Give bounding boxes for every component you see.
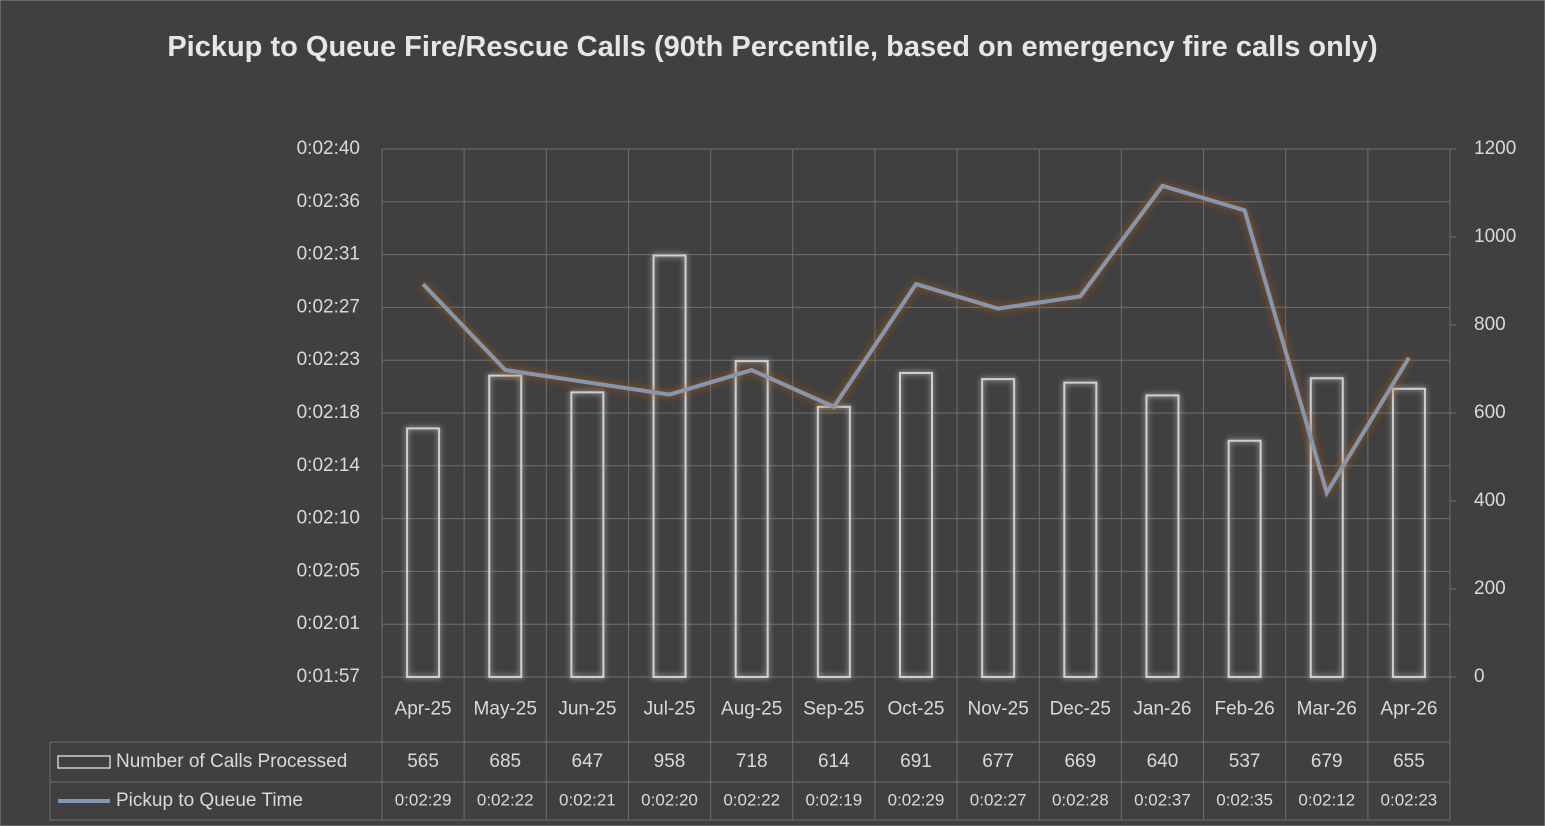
- table-value: 0:02:27: [970, 790, 1027, 809]
- bar: [899, 371, 933, 678]
- y-tick-label: 0:02:36: [297, 191, 360, 212]
- y2-tick-label: 200: [1474, 578, 1506, 599]
- table-value: 679: [1311, 751, 1343, 772]
- table-value: 655: [1393, 751, 1425, 772]
- x-tick-label: May-25: [474, 699, 537, 720]
- table-value: 0:02:20: [641, 790, 698, 809]
- x-tick-label: Sep-25: [803, 699, 864, 720]
- table-value: 0:02:37: [1134, 790, 1191, 809]
- y-tick-label: 0:02:27: [297, 296, 360, 317]
- x-tick-label: Nov-25: [968, 699, 1029, 720]
- table-value: 0:02:28: [1052, 790, 1109, 809]
- y-tick-label: 0:02:01: [297, 613, 360, 634]
- y-tick-label: 0:02:18: [297, 402, 360, 423]
- bar: [652, 254, 687, 678]
- bar: [1391, 387, 1426, 678]
- x-tick-label: Apr-25: [395, 699, 452, 720]
- bar: [1063, 381, 1098, 678]
- legend-label: Number of Calls Processed: [116, 751, 347, 772]
- y-tick-label: 0:02:23: [297, 349, 360, 370]
- table-value: 0:02:12: [1298, 790, 1355, 809]
- legend-label: Pickup to Queue Time: [116, 790, 303, 811]
- table-value: 640: [1147, 751, 1179, 772]
- y-tick-label: 0:02:40: [297, 138, 360, 159]
- y2-tick-label: 400: [1474, 490, 1506, 511]
- bar: [734, 360, 769, 678]
- y-tick-label: 0:01:57: [297, 666, 360, 687]
- bar: [488, 374, 523, 678]
- line: [421, 183, 1411, 498]
- table-value: 0:02:22: [723, 790, 780, 809]
- table-value: 647: [572, 751, 604, 772]
- table-value: 0:02:19: [805, 790, 862, 809]
- table-value: 565: [407, 751, 439, 772]
- chart-title: Pickup to Queue Fire/Rescue Calls (90th …: [167, 31, 1378, 63]
- y2-tick-label: 600: [1474, 402, 1506, 423]
- x-tick-label: Jul-25: [644, 699, 696, 720]
- x-tick-label: Feb-26: [1215, 699, 1275, 720]
- table-value: 614: [818, 751, 850, 772]
- table-value: 669: [1064, 751, 1096, 772]
- x-tick-label: Dec-25: [1050, 699, 1111, 720]
- bar: [1309, 377, 1344, 678]
- y2-tick-label: 1000: [1474, 226, 1516, 247]
- table-value: 958: [654, 751, 686, 772]
- x-tick-label: Mar-26: [1297, 699, 1357, 720]
- x-tick-label: Jun-25: [558, 699, 616, 720]
- y-tick-label: 0:02:14: [297, 455, 361, 476]
- table-value: 0:02:29: [395, 790, 452, 809]
- table-value: 537: [1229, 751, 1261, 772]
- y-tick-label: 0:02:10: [297, 508, 360, 529]
- y2-tick-label: 0: [1474, 666, 1485, 687]
- table-value: 0:02:22: [477, 790, 534, 809]
- x-tick-label: Apr-26: [1380, 699, 1437, 720]
- y-tick-label: 0:02:31: [297, 244, 360, 265]
- title-box: Pickup to Queue Fire/Rescue Calls (90th …: [167, 31, 1378, 63]
- table-value: 691: [900, 751, 932, 772]
- table-value: 0:02:21: [559, 790, 616, 809]
- bar: [406, 427, 441, 678]
- bar: [570, 391, 605, 678]
- table-value: 0:02:29: [888, 790, 945, 809]
- table-value: 685: [489, 751, 521, 772]
- x-tick-label: Oct-25: [887, 699, 944, 720]
- y-tick-label: 0:02:05: [297, 560, 360, 581]
- y2-tick-label: 1200: [1474, 138, 1516, 159]
- table-value: 677: [982, 751, 1014, 772]
- bar: [1145, 394, 1180, 678]
- bar: [1227, 439, 1262, 678]
- y2-tick-label: 800: [1474, 314, 1506, 335]
- table-value: 0:02:23: [1381, 790, 1438, 809]
- table-value: 0:02:35: [1216, 790, 1273, 809]
- table-value: 718: [736, 751, 768, 772]
- bar: [981, 378, 1016, 678]
- legend-key: [57, 755, 111, 769]
- x-tick-label: Aug-25: [721, 699, 782, 720]
- x-tick-label: Jan-26: [1133, 699, 1191, 720]
